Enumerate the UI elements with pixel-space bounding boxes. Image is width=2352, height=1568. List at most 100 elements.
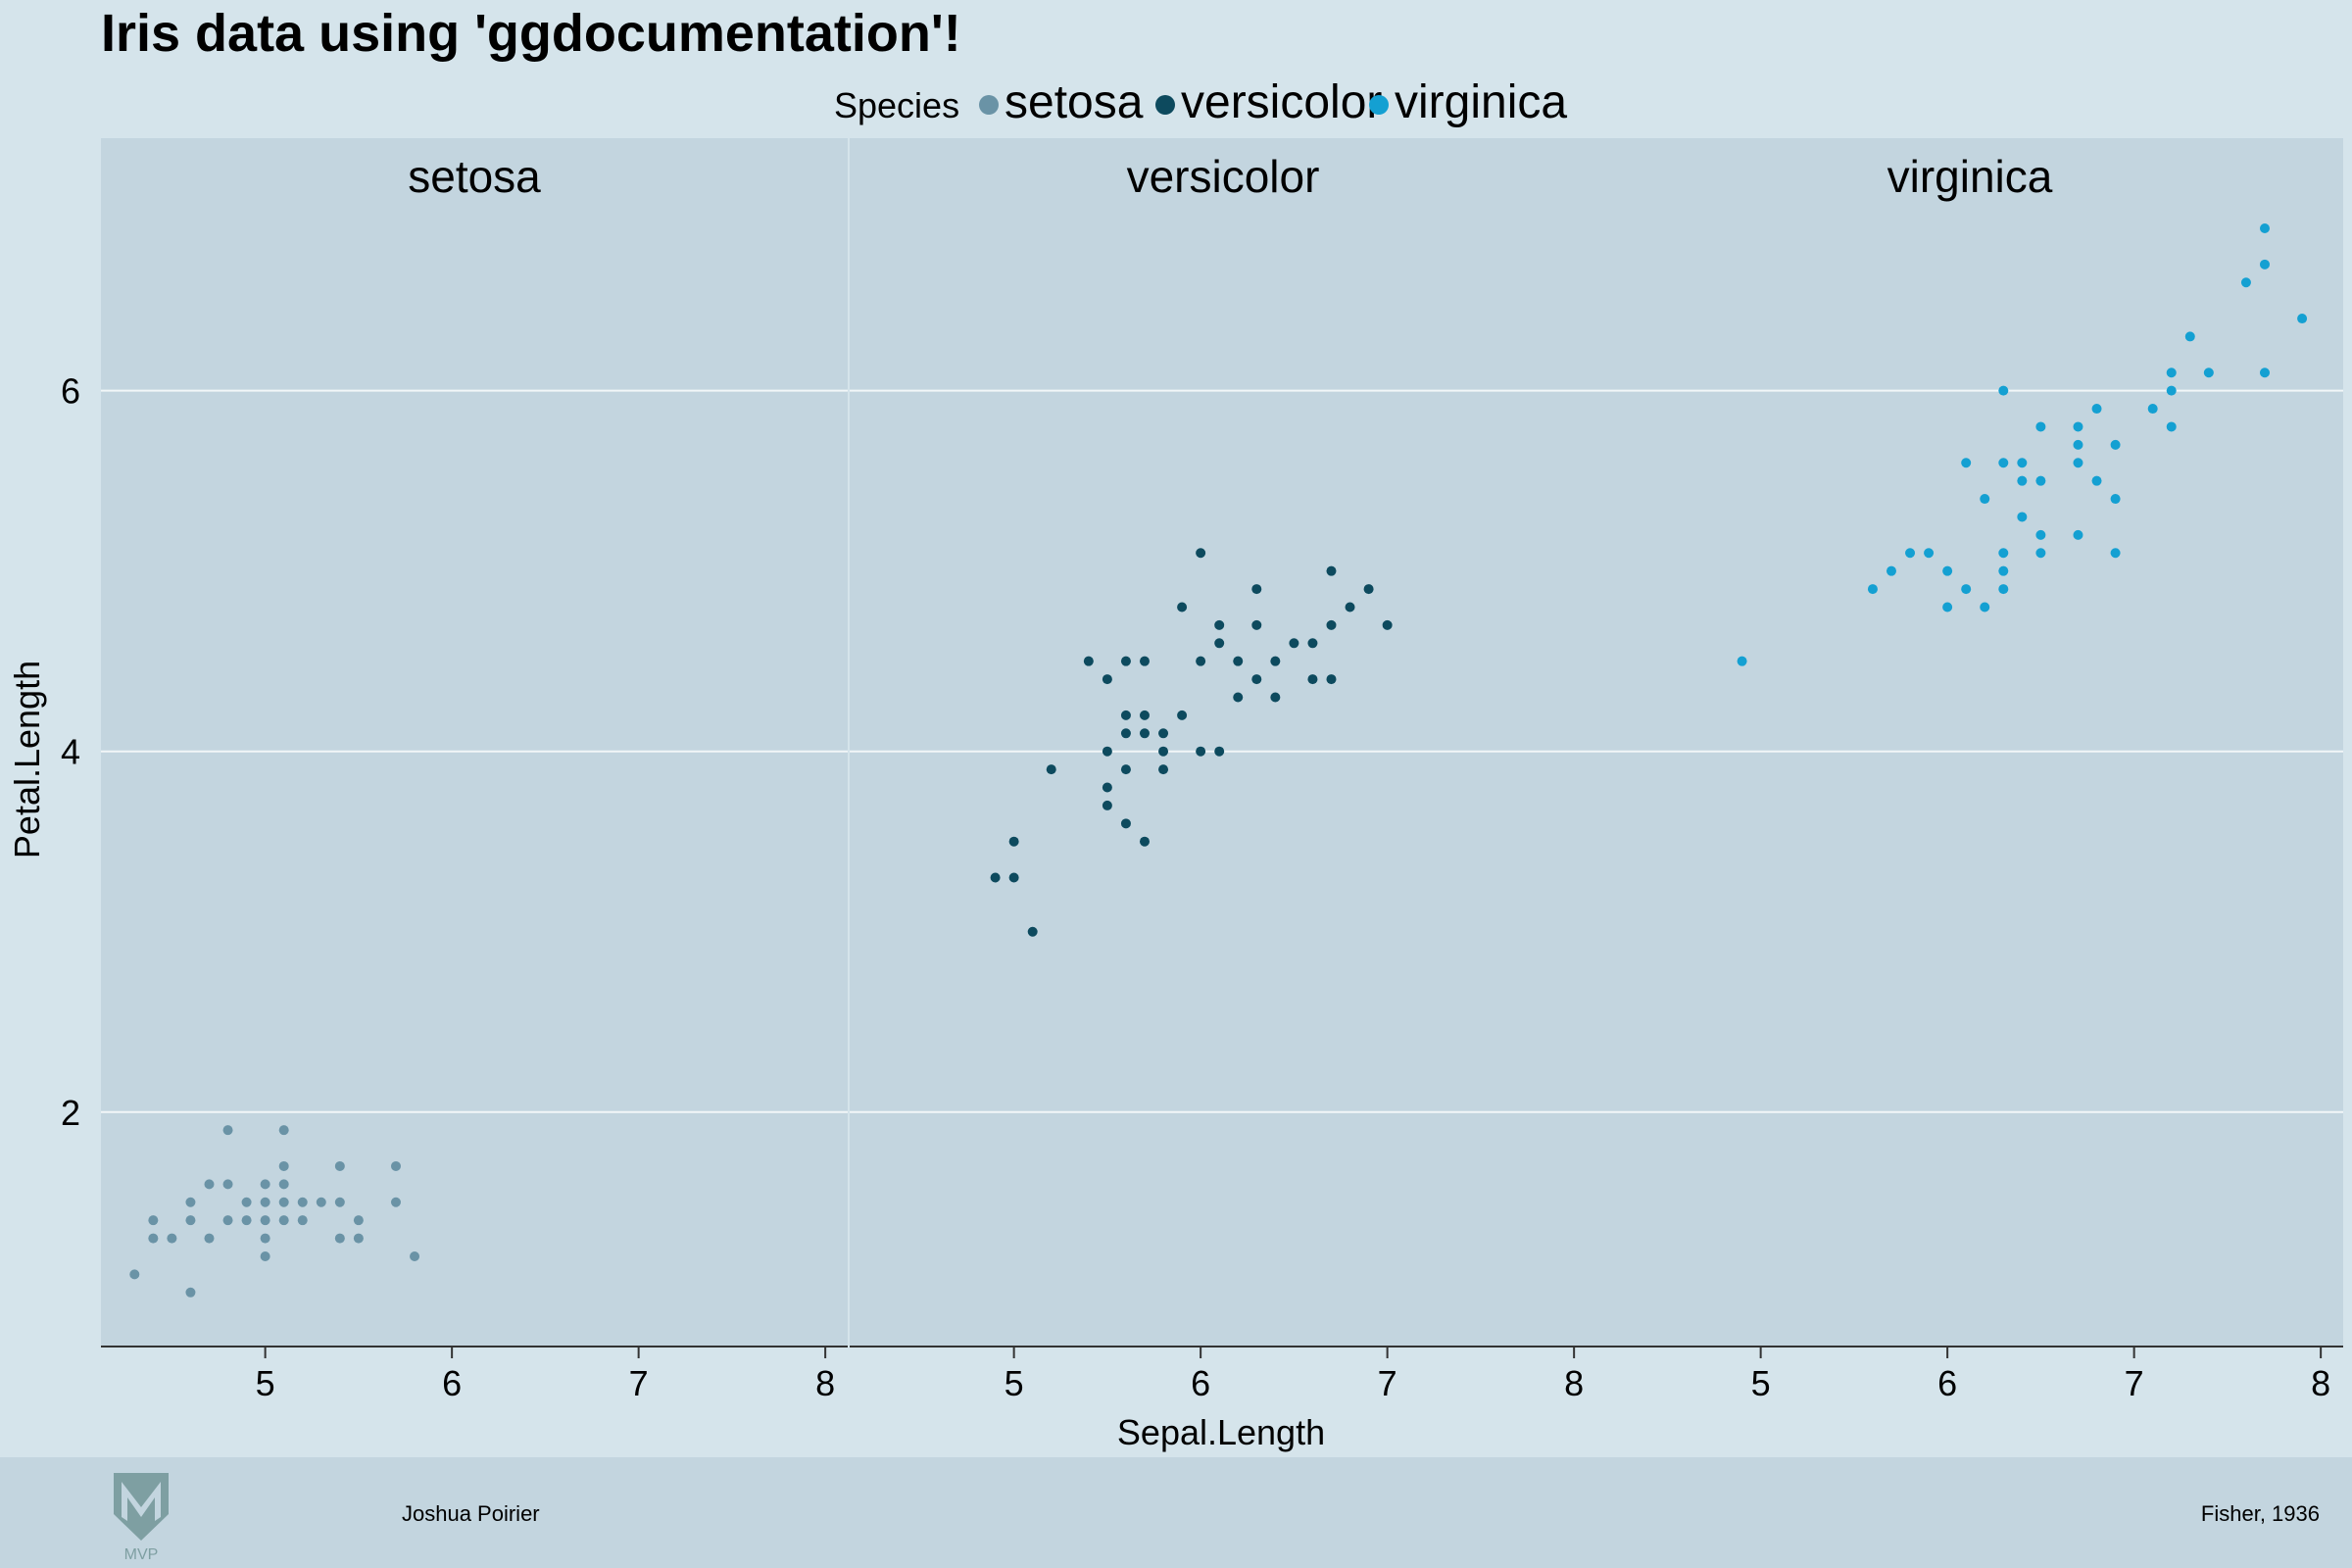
x-tick-label-7: 7	[629, 1363, 649, 1403]
point-virginica-16	[2017, 512, 2028, 522]
point-versicolor-30	[1233, 692, 1244, 703]
point-versicolor-17	[1139, 710, 1150, 720]
point-setosa-31	[353, 1215, 364, 1226]
point-versicolor-43	[1345, 602, 1355, 612]
point-versicolor-13	[1120, 710, 1131, 720]
point-virginica-7	[1961, 584, 1972, 595]
point-virginica-29	[2110, 548, 2121, 559]
point-setosa-12	[241, 1215, 252, 1226]
point-virginica-19	[2035, 548, 2046, 559]
point-virginica-38	[2240, 277, 2251, 288]
point-virginica-40	[2259, 259, 2270, 270]
point-virginica-35	[2166, 368, 2177, 378]
point-versicolor-34	[1251, 584, 1262, 595]
point-virginica-17	[2017, 475, 2028, 486]
x-tick-label-8: 8	[815, 1363, 835, 1403]
legend-key-versicolor	[1155, 95, 1175, 115]
point-setosa-19	[278, 1215, 289, 1226]
point-setosa-11	[222, 1125, 233, 1136]
point-versicolor-18	[1139, 656, 1150, 666]
point-virginica-15	[1998, 385, 2009, 396]
point-setosa-0	[129, 1269, 140, 1280]
point-setosa-21	[278, 1179, 289, 1190]
y-tick-label-4: 4	[61, 732, 80, 772]
point-setosa-28	[334, 1197, 345, 1207]
footer: MVP Joshua Poirier Fisher, 1936	[0, 1457, 2352, 1568]
point-versicolor-35	[1270, 692, 1281, 703]
panel-background	[850, 138, 1596, 1347]
point-setosa-26	[316, 1197, 326, 1207]
facet-panel-virginica: virginica 5 6 7 8	[1596, 138, 2343, 1403]
point-setosa-2	[148, 1215, 159, 1226]
footer-source: Fisher, 1936	[2201, 1501, 2320, 1526]
x-tick-label-6: 6	[1937, 1363, 1957, 1403]
point-versicolor-10	[1120, 818, 1131, 829]
point-setosa-9	[222, 1215, 233, 1226]
point-setosa-22	[278, 1160, 289, 1171]
point-virginica-20	[2035, 529, 2046, 540]
point-virginica-27	[2091, 475, 2102, 486]
point-versicolor-38	[1307, 674, 1318, 685]
facet-panel-versicolor: versicolor 5 6 7 8	[850, 138, 1596, 1403]
facet-panel-setosa: setosa 5 6 7 8	[101, 138, 848, 1403]
point-versicolor-27	[1214, 746, 1225, 757]
point-virginica-34	[2166, 385, 2177, 396]
panel-background	[101, 138, 848, 1347]
point-virginica-26	[2073, 421, 2083, 432]
point-virginica-33	[2166, 421, 2177, 432]
point-setosa-30	[353, 1233, 364, 1244]
x-tick-label-5: 5	[256, 1363, 275, 1403]
point-virginica-10	[1980, 494, 1990, 505]
point-versicolor-24	[1196, 746, 1206, 757]
x-tick-label-6: 6	[1191, 1363, 1210, 1403]
point-versicolor-15	[1139, 836, 1150, 847]
x-tick-label-7: 7	[1378, 1363, 1397, 1403]
y-axis-label: Petal.Length	[7, 661, 47, 858]
legend-key-virginica	[1369, 95, 1389, 115]
facet-label-versicolor: versicolor	[1127, 151, 1320, 202]
point-virginica-23	[2073, 529, 2083, 540]
point-versicolor-8	[1102, 746, 1112, 757]
footer-author: Joshua Poirier	[402, 1501, 540, 1526]
point-versicolor-33	[1251, 619, 1262, 630]
legend-label-versicolor: versicolor	[1181, 76, 1382, 128]
point-versicolor-21	[1158, 728, 1169, 739]
chart-title: Iris data using 'ggdocumentation'!	[101, 4, 961, 63]
point-virginica-37	[2203, 368, 2214, 378]
facet-panels: setosa 5 6 7 8 versicolor 5 6 7 8 virginica 5 6 7 8 2 4 6	[61, 138, 2343, 1403]
point-setosa-29	[334, 1160, 345, 1171]
point-versicolor-45	[1382, 619, 1393, 630]
point-virginica-2	[1886, 565, 1896, 576]
point-versicolor-12	[1120, 728, 1131, 739]
point-versicolor-3	[1027, 926, 1038, 937]
point-versicolor-9	[1102, 674, 1112, 685]
point-virginica-31	[2110, 439, 2121, 450]
point-virginica-42	[2297, 314, 2308, 324]
legend-key-setosa	[979, 95, 999, 115]
point-versicolor-26	[1196, 548, 1206, 559]
point-virginica-0	[1737, 656, 1747, 666]
point-virginica-22	[2035, 421, 2046, 432]
point-virginica-39	[2259, 368, 2270, 378]
legend-label-setosa: setosa	[1004, 76, 1144, 128]
facet-label-virginica: virginica	[1887, 151, 2053, 202]
point-setosa-25	[297, 1197, 308, 1207]
point-versicolor-37	[1289, 638, 1299, 649]
point-setosa-27	[334, 1233, 345, 1244]
point-setosa-32	[390, 1197, 401, 1207]
x-tick-label-7: 7	[2125, 1363, 2144, 1403]
point-setosa-17	[260, 1197, 270, 1207]
point-virginica-12	[1998, 565, 2009, 576]
point-setosa-4	[185, 1287, 196, 1298]
x-axis-label: Sepal.Length	[1117, 1412, 1325, 1452]
x-tick-label-6: 6	[442, 1363, 462, 1403]
point-versicolor-36	[1270, 656, 1281, 666]
x-tick-label-8: 8	[1564, 1363, 1584, 1403]
point-setosa-10	[222, 1179, 233, 1190]
x-tick-label-8: 8	[2311, 1363, 2330, 1403]
x-tick-label-5: 5	[1751, 1363, 1771, 1403]
point-virginica-4	[1924, 548, 1935, 559]
y-tick-label-2: 2	[61, 1093, 80, 1133]
point-virginica-6	[1942, 565, 1953, 576]
